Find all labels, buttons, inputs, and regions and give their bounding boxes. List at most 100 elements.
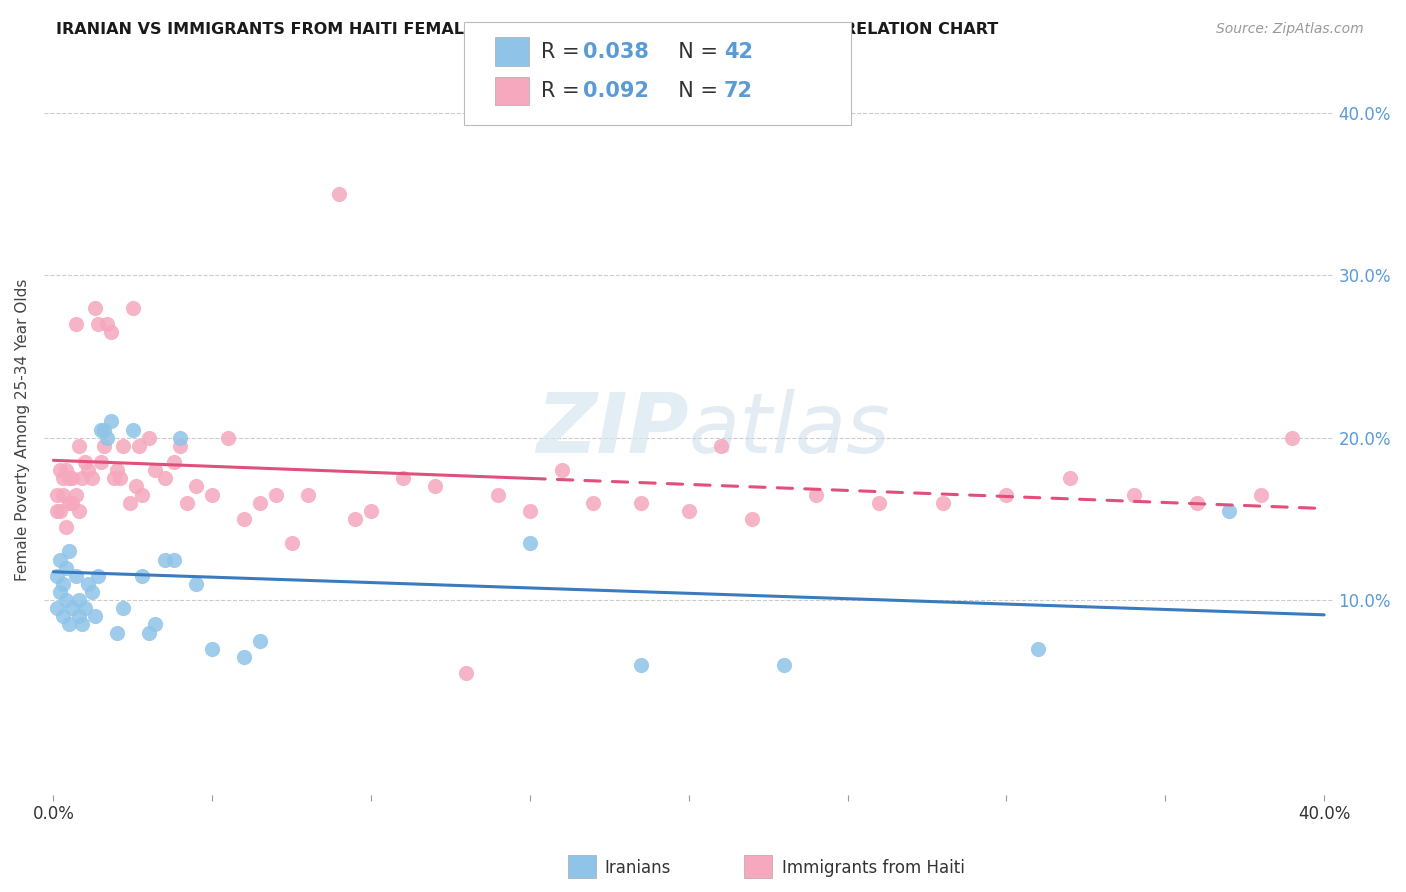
- Point: [121, 423, 143, 437]
- Text: Iranians: Iranians: [605, 859, 671, 877]
- Point: [112, 601, 135, 615]
- Point: [138, 625, 160, 640]
- Point: [392, 471, 415, 485]
- Point: [62, 601, 84, 615]
- Point: [58, 617, 80, 632]
- Point: [118, 496, 141, 510]
- Point: [65, 487, 87, 501]
- Point: [87, 317, 110, 331]
- Point: [93, 423, 115, 437]
- Point: [519, 504, 541, 518]
- Point: [1218, 504, 1240, 518]
- Point: [186, 577, 208, 591]
- Point: [58, 471, 80, 485]
- Point: [486, 487, 509, 501]
- Point: [233, 650, 256, 665]
- Point: [90, 455, 112, 469]
- Point: [932, 496, 955, 510]
- Point: [45, 487, 67, 501]
- Point: [741, 512, 763, 526]
- Point: [45, 504, 67, 518]
- Text: N =: N =: [665, 42, 724, 62]
- Point: [100, 325, 122, 339]
- Point: [344, 512, 367, 526]
- Text: ZIP: ZIP: [536, 389, 689, 470]
- Point: [45, 568, 67, 582]
- Point: [62, 471, 84, 485]
- Point: [55, 463, 77, 477]
- Point: [52, 609, 75, 624]
- Text: Immigrants from Haiti: Immigrants from Haiti: [782, 859, 965, 877]
- Point: [131, 487, 153, 501]
- Point: [103, 471, 125, 485]
- Point: [49, 585, 72, 599]
- Point: [52, 487, 75, 501]
- Text: R =: R =: [541, 42, 586, 62]
- Point: [83, 301, 105, 315]
- Point: [80, 471, 103, 485]
- Text: atlas: atlas: [689, 389, 890, 470]
- Point: [1185, 496, 1208, 510]
- Point: [249, 633, 271, 648]
- Point: [264, 487, 287, 501]
- Point: [125, 479, 148, 493]
- Point: [186, 479, 208, 493]
- Point: [96, 431, 118, 445]
- Text: N =: N =: [665, 81, 724, 101]
- Point: [100, 414, 122, 428]
- Point: [456, 666, 478, 681]
- Text: R =: R =: [541, 81, 586, 101]
- Point: [112, 439, 135, 453]
- Text: 72: 72: [724, 81, 754, 101]
- Point: [49, 463, 72, 477]
- Point: [70, 617, 93, 632]
- Point: [77, 577, 100, 591]
- Point: [49, 552, 72, 566]
- Point: [804, 487, 827, 501]
- Point: [55, 520, 77, 534]
- Point: [80, 585, 103, 599]
- Point: [131, 568, 153, 582]
- Point: [87, 568, 110, 582]
- Point: [153, 552, 176, 566]
- Point: [360, 504, 382, 518]
- Point: [868, 496, 890, 510]
- Point: [709, 439, 731, 453]
- Y-axis label: Female Poverty Among 25-34 Year Olds: Female Poverty Among 25-34 Year Olds: [15, 278, 30, 581]
- Point: [75, 601, 97, 615]
- Point: [105, 625, 128, 640]
- Point: [630, 658, 652, 673]
- Point: [163, 552, 186, 566]
- Point: [128, 439, 150, 453]
- Text: 0.038: 0.038: [583, 42, 650, 62]
- Point: [55, 560, 77, 574]
- Point: [153, 471, 176, 485]
- Point: [143, 463, 166, 477]
- Point: [233, 512, 256, 526]
- Point: [1026, 641, 1049, 656]
- Point: [121, 301, 143, 315]
- Text: Source: ZipAtlas.com: Source: ZipAtlas.com: [1216, 22, 1364, 37]
- Point: [582, 496, 605, 510]
- Point: [67, 439, 90, 453]
- Point: [678, 504, 700, 518]
- Point: [58, 544, 80, 558]
- Point: [93, 439, 115, 453]
- Point: [90, 423, 112, 437]
- Point: [75, 455, 97, 469]
- Point: [169, 431, 191, 445]
- Point: [297, 487, 319, 501]
- Point: [163, 455, 186, 469]
- Point: [138, 431, 160, 445]
- Point: [423, 479, 446, 493]
- Point: [519, 536, 541, 550]
- Point: [55, 593, 77, 607]
- Point: [105, 463, 128, 477]
- Point: [77, 463, 100, 477]
- Point: [328, 187, 350, 202]
- Point: [249, 496, 271, 510]
- Point: [550, 463, 572, 477]
- Point: [49, 504, 72, 518]
- Point: [773, 658, 796, 673]
- Text: 42: 42: [724, 42, 754, 62]
